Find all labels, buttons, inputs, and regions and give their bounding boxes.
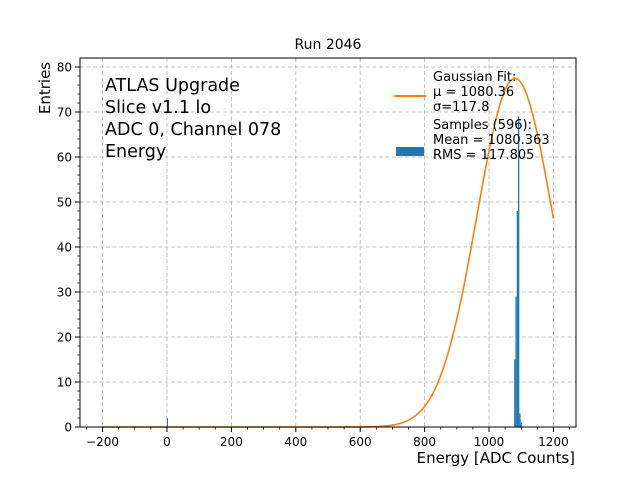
y-tick-label: 60 (57, 151, 72, 165)
histogram-bar (519, 413, 521, 427)
legend-samples-swatch (396, 147, 424, 156)
x-axis-label: Energy [ADC Counts] (417, 449, 575, 467)
x-tick-label: 1000 (474, 435, 505, 449)
y-tick-label: 40 (57, 241, 72, 255)
y-tick-label: 50 (57, 196, 72, 210)
chart-title: Run 2046 (295, 37, 362, 53)
legend-text: RMS = 117.805 (433, 148, 534, 163)
y-tick-label: 80 (57, 61, 72, 75)
legend-text: μ = 1080.36 (433, 85, 514, 100)
y-tick-label: 0 (64, 421, 72, 435)
annotation-line: Slice v1.1 lo (105, 98, 211, 118)
annotation-line: ATLAS Upgrade (105, 76, 240, 96)
histogram-bar (514, 359, 516, 427)
histogram-bars (166, 116, 522, 427)
legend: Gaussian Fit: μ = 1080.36 σ=117.8 Samples… (394, 70, 550, 163)
x-tick-label: 0 (163, 435, 171, 449)
y-tick-label: 10 (57, 376, 72, 390)
histogram-bar (518, 116, 520, 427)
legend-text: Gaussian Fit: (433, 70, 516, 85)
x-tick-label: 600 (349, 435, 372, 449)
histogram-bar (520, 422, 522, 427)
y-axis-label: Entries (36, 62, 54, 114)
y-tick-label: 70 (57, 106, 72, 120)
y-tick-label: 20 (57, 331, 72, 345)
x-tick-label: −200 (86, 435, 119, 449)
x-tick-label: 400 (284, 435, 307, 449)
histogram-bar (515, 296, 517, 427)
annotation-line: ADC 0, Channel 078 (105, 120, 281, 140)
y-tick-label: 30 (57, 286, 72, 300)
y-axis: 0 10 20 30 40 50 60 70 80 (57, 61, 80, 435)
grid (80, 58, 576, 427)
x-tick-label: 800 (413, 435, 436, 449)
histogram-bar (166, 418, 168, 427)
legend-text: σ=117.8 (433, 100, 489, 115)
legend-text: Samples (596): (433, 118, 532, 133)
histogram-bar (516, 211, 519, 427)
x-axis: −200 0 200 400 600 800 1000 1200 (86, 427, 570, 449)
legend-text: Mean = 1080.363 (433, 133, 550, 148)
x-tick-label: 200 (220, 435, 243, 449)
annotation-line: Energy (105, 142, 166, 162)
x-tick-label: 1200 (538, 435, 569, 449)
